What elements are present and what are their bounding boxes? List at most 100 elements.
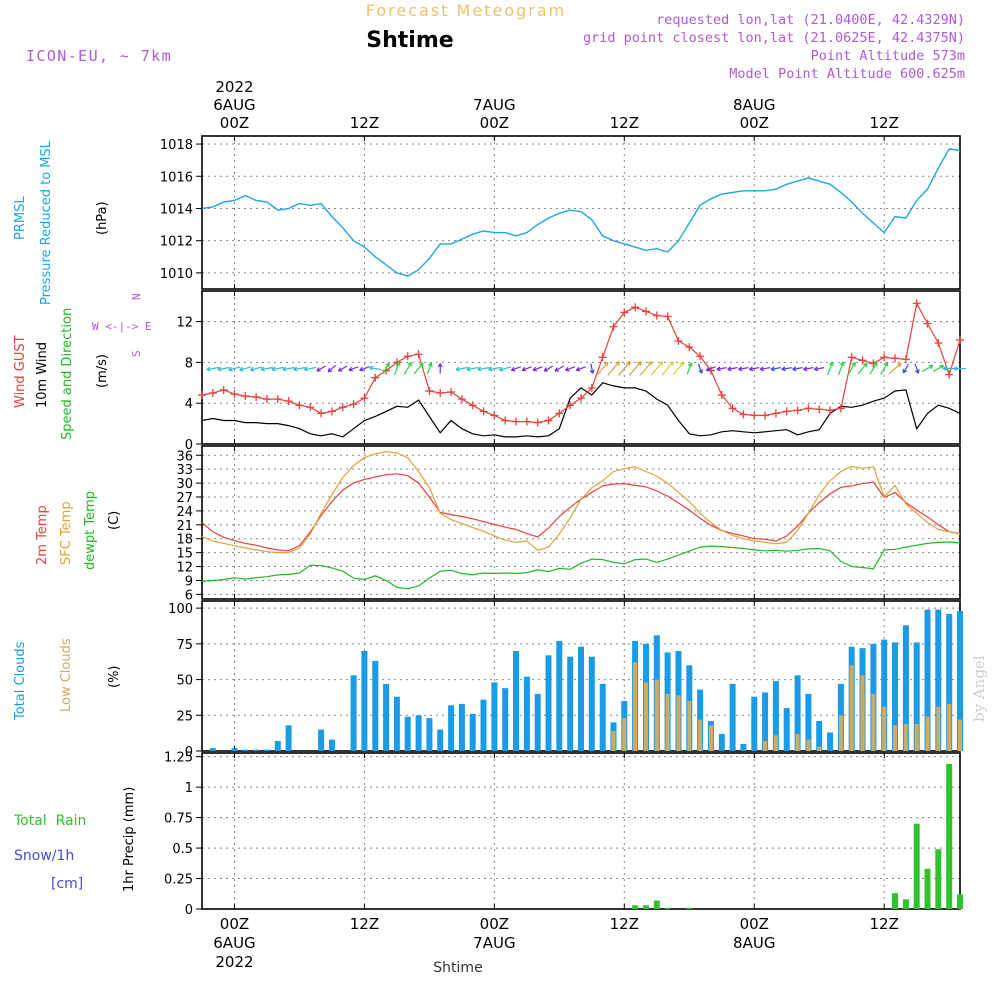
wind-barb xyxy=(770,366,781,372)
rain-bar xyxy=(643,905,649,909)
y-tick-label: 9 xyxy=(185,574,193,589)
wind-barb xyxy=(888,362,902,375)
wind-barb xyxy=(738,366,749,372)
y-tick-label: 8 xyxy=(185,356,193,371)
barb-shaft xyxy=(738,367,749,370)
barb-shaft xyxy=(781,367,792,370)
total-cloud-bar xyxy=(209,748,216,751)
barb-shaft xyxy=(672,362,685,376)
y-tick-label: 12 xyxy=(176,316,193,331)
barb-shaft xyxy=(304,366,317,371)
barb-head xyxy=(698,369,704,374)
low-cloud-bar xyxy=(817,746,822,751)
barb-head xyxy=(228,366,233,372)
wind-barb xyxy=(382,362,390,375)
wind-barb xyxy=(337,365,348,372)
panel-frame xyxy=(201,752,961,910)
total-cloud-bar xyxy=(480,699,487,751)
point-altitude: Point Altitude 573m xyxy=(811,48,965,64)
total-cloud-bar xyxy=(567,656,574,751)
barb-head xyxy=(727,366,732,372)
gust-marker xyxy=(620,308,629,317)
barb-shaft xyxy=(686,362,692,375)
barb-shaft xyxy=(282,366,295,371)
wind-barb xyxy=(359,366,370,372)
wind-barb xyxy=(575,366,586,372)
wind-barb xyxy=(271,366,284,372)
barb-shaft xyxy=(293,366,306,371)
gust-marker xyxy=(230,390,239,399)
bottom-location: Shtime xyxy=(433,960,482,976)
y-tick-label: 6 xyxy=(185,588,193,603)
wind-barb xyxy=(869,361,878,375)
low-cloud-bar xyxy=(676,695,681,751)
barb-shaft xyxy=(250,366,263,371)
barb-shaft xyxy=(869,362,878,375)
barb-shaft xyxy=(749,367,760,370)
barb-shaft xyxy=(727,367,738,370)
bottom-hour-label: 12Z xyxy=(350,915,379,933)
wind-barb xyxy=(316,365,326,372)
gust-marker xyxy=(696,352,705,361)
barb-shaft xyxy=(260,366,273,371)
barb-head xyxy=(359,366,364,372)
wind-barb xyxy=(455,366,468,372)
barb-head xyxy=(554,367,560,372)
wind10m-line xyxy=(201,382,961,438)
gust-marker xyxy=(761,411,770,420)
gust-marker xyxy=(891,354,900,363)
total-cloud-bar xyxy=(415,715,422,751)
barb-shaft xyxy=(760,367,771,370)
barb-head xyxy=(770,366,775,372)
barb-head xyxy=(603,361,609,367)
gust-marker xyxy=(295,401,304,410)
barb-head xyxy=(953,366,958,371)
total-cloud-bar xyxy=(599,683,606,751)
precip-label-snow-unit: [cm] xyxy=(51,876,83,892)
rain-bar xyxy=(653,900,660,909)
y-tick-label: 18 xyxy=(176,533,193,548)
top-day-label: 6AUG xyxy=(213,96,255,114)
wind-barb xyxy=(498,366,512,372)
low-cloud-bar xyxy=(622,718,627,751)
bottom-hour-label: 12Z xyxy=(870,915,899,933)
y-tick-label: 0.25 xyxy=(164,873,193,888)
barb-shaft xyxy=(543,365,554,372)
low-cloud-bar xyxy=(806,739,811,751)
low-cloud-bar xyxy=(773,735,778,751)
wind-barb xyxy=(510,366,521,372)
total-cloud-bar xyxy=(805,693,812,751)
barb-head xyxy=(477,366,482,372)
total-cloud-bar xyxy=(545,655,552,751)
total-cloud-bar xyxy=(957,611,963,751)
barb-shaft xyxy=(393,361,400,376)
precip-label-rain: Total Rain xyxy=(13,813,86,829)
gust-marker xyxy=(815,405,824,414)
total-cloud-bar xyxy=(264,749,270,751)
gust-marker xyxy=(241,392,250,401)
barb-shaft xyxy=(206,366,219,371)
total-cloud-bar xyxy=(523,676,530,751)
barb-head xyxy=(455,366,460,372)
y-tick-label: 1.25 xyxy=(164,751,193,766)
barb-shaft xyxy=(426,362,433,375)
total-cloud-bar xyxy=(783,708,790,751)
barb-shaft xyxy=(880,362,889,375)
barb-head xyxy=(873,361,878,367)
y-tick-label: 4 xyxy=(185,397,193,412)
barb-head xyxy=(260,366,266,372)
low-cloud-bar xyxy=(925,716,930,751)
y-tick-label: 50 xyxy=(176,674,193,689)
pressure-line xyxy=(201,148,961,277)
gust-marker xyxy=(273,395,282,404)
wind-labels: Wind GUST 10m Wind Speed and Direction (… xyxy=(13,293,152,440)
gust-marker xyxy=(771,409,780,418)
temp-label-unit: (C) xyxy=(107,511,122,530)
barb-shaft xyxy=(837,361,844,376)
barb-shaft xyxy=(466,366,479,371)
wind-barb xyxy=(880,361,889,375)
rain-bar xyxy=(913,823,920,909)
low-cloud-bar xyxy=(763,741,768,751)
wind-barb xyxy=(672,361,685,376)
wind-barb xyxy=(282,366,295,372)
